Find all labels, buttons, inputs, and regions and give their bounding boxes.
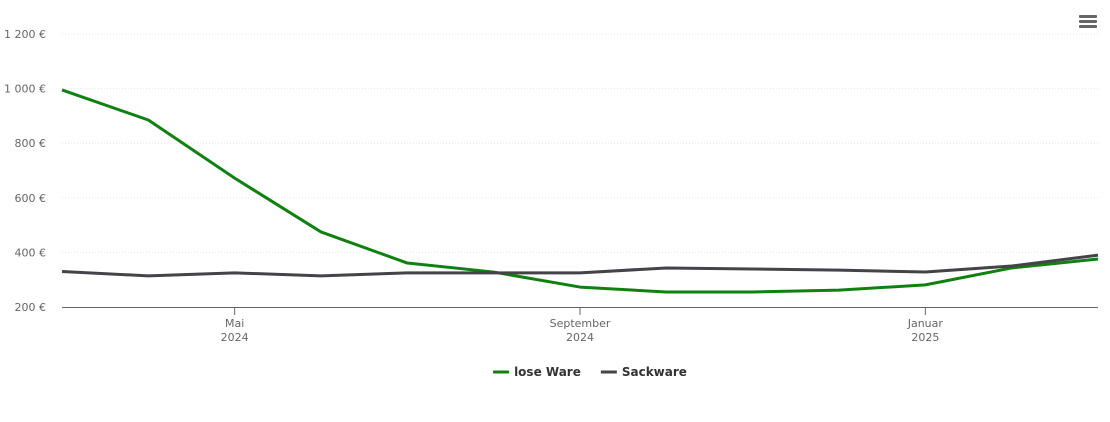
legend-item[interactable]: lose Ware bbox=[493, 365, 581, 379]
series-line bbox=[61, 253, 1099, 278]
series-line bbox=[61, 88, 1099, 294]
legend-item[interactable]: Sackware bbox=[600, 365, 687, 379]
legend: lose Ware Sackware bbox=[493, 365, 687, 379]
x-tick-label: Mai 2024 bbox=[221, 317, 249, 344]
x-tick-label: September 2024 bbox=[550, 317, 611, 344]
y-tick-label: 800 € bbox=[15, 137, 47, 150]
menu-bar bbox=[1079, 20, 1097, 23]
legend-label: lose Ware bbox=[514, 365, 581, 379]
y-tick-label: 400 € bbox=[15, 246, 47, 259]
y-tick-label: 200 € bbox=[15, 301, 47, 314]
y-tick-label: 1 200 € bbox=[4, 28, 46, 41]
y-tick-label: 600 € bbox=[15, 192, 47, 205]
x-tick-label: Januar 2025 bbox=[907, 317, 944, 344]
y-tick-label: 1 000 € bbox=[4, 83, 46, 96]
menu-bar bbox=[1079, 15, 1097, 18]
menu-button[interactable] bbox=[1079, 15, 1097, 28]
menu-bar bbox=[1079, 25, 1097, 28]
legend-label: Sackware bbox=[622, 365, 687, 379]
